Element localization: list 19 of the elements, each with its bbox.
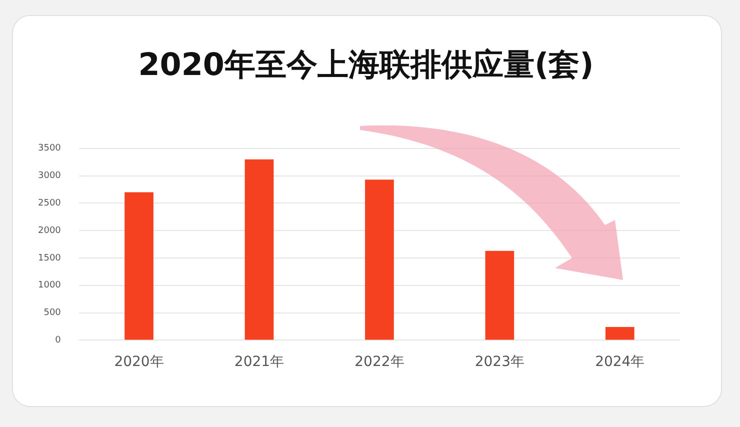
bar	[365, 180, 394, 340]
x-tick-label: 2021年	[234, 354, 284, 370]
y-tick-label: 1500	[38, 253, 62, 264]
chart-title: 2020年至今上海联排供应量(套)	[137, 46, 595, 85]
y-tick-label: 3000	[38, 171, 62, 182]
y-tick-label: 500	[44, 308, 62, 318]
bar	[244, 159, 274, 340]
y-tick-label: 2500	[38, 198, 62, 209]
x-tick-label: 2024年	[595, 354, 645, 370]
x-tick-label: 2023年	[474, 354, 524, 370]
x-tick-label: 2020年	[114, 354, 164, 370]
bar	[485, 250, 514, 340]
y-tick-label: 2000	[38, 226, 62, 236]
x-tick-label: 2022年	[354, 354, 404, 370]
bar	[605, 327, 634, 340]
y-tick-label: 0	[55, 336, 62, 346]
y-tick-label: 3500	[38, 144, 62, 154]
bar	[124, 192, 154, 340]
y-tick-label: 1000	[38, 280, 62, 291]
